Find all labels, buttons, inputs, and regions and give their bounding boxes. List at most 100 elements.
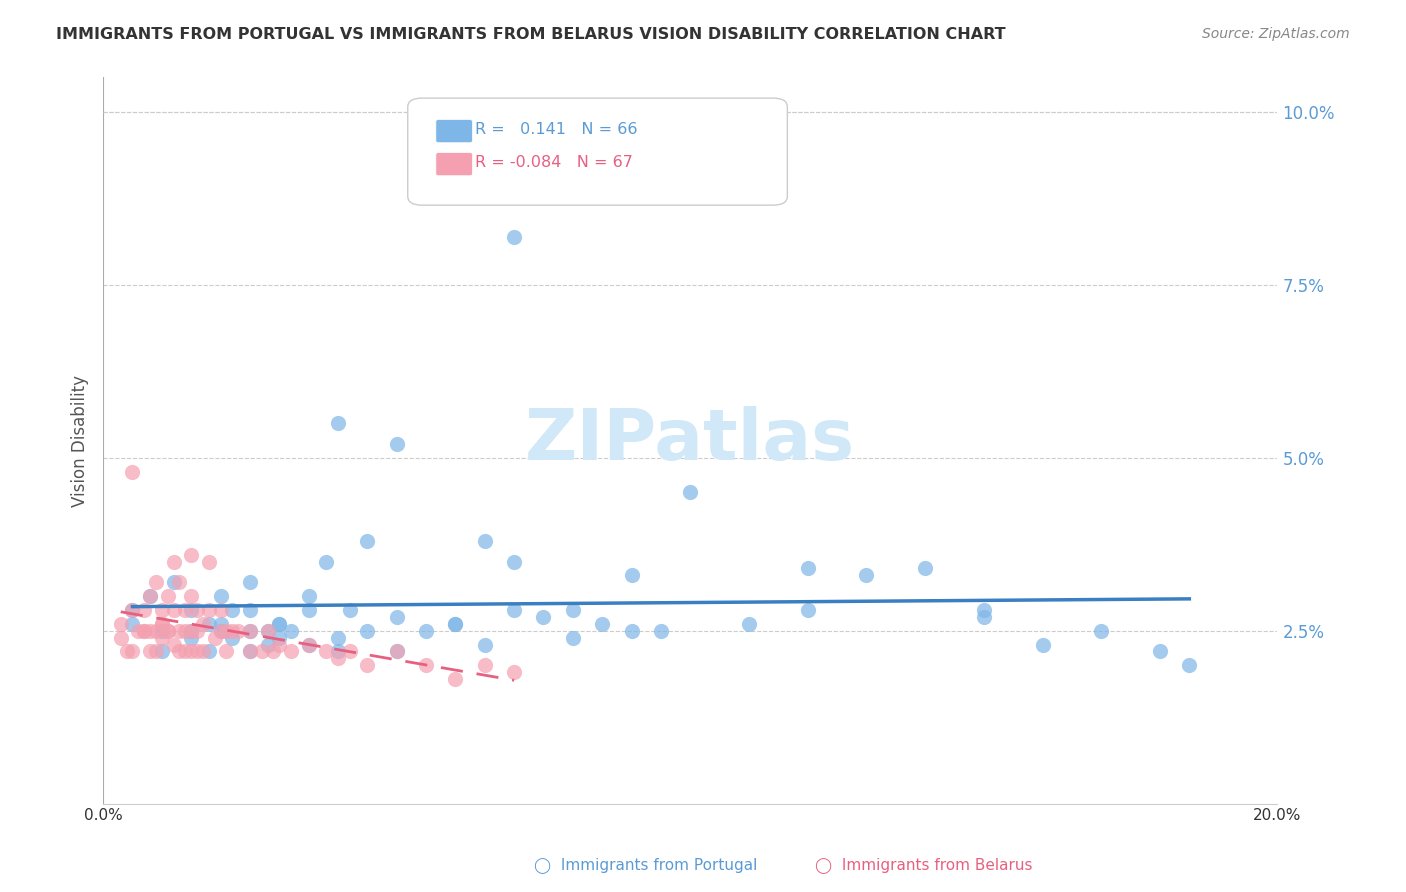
Point xyxy=(215,644,238,658)
Point xyxy=(250,644,273,658)
Point xyxy=(209,624,232,638)
Point xyxy=(914,561,936,575)
Point xyxy=(1149,644,1171,658)
Point xyxy=(209,624,232,638)
Point xyxy=(256,624,278,638)
Point xyxy=(561,603,583,617)
Point xyxy=(269,631,291,645)
Point xyxy=(121,644,143,658)
Point xyxy=(855,568,877,582)
Point xyxy=(139,589,162,603)
Point xyxy=(973,610,995,624)
Point xyxy=(298,589,321,603)
Point xyxy=(150,603,173,617)
Point xyxy=(198,555,221,569)
Point xyxy=(796,603,818,617)
Point xyxy=(209,603,232,617)
Point xyxy=(591,616,613,631)
Point xyxy=(474,658,496,673)
Point xyxy=(269,616,291,631)
Point xyxy=(298,603,321,617)
Point xyxy=(134,603,156,617)
Point xyxy=(385,644,408,658)
Point xyxy=(186,624,208,638)
Point xyxy=(269,638,291,652)
Point xyxy=(339,644,361,658)
Point xyxy=(169,624,191,638)
Point xyxy=(503,229,526,244)
Point xyxy=(262,644,284,658)
Point xyxy=(239,644,262,658)
Point xyxy=(162,555,184,569)
Point xyxy=(298,638,321,652)
Point xyxy=(110,616,132,631)
Point xyxy=(215,624,238,638)
Point xyxy=(326,651,349,665)
Point xyxy=(326,631,349,645)
Point xyxy=(180,624,202,638)
Point xyxy=(239,624,262,638)
Point xyxy=(174,624,197,638)
Point xyxy=(239,603,262,617)
Point xyxy=(110,631,132,645)
Point xyxy=(679,485,702,500)
Point xyxy=(180,603,202,617)
Point xyxy=(503,555,526,569)
Point xyxy=(150,616,173,631)
Point xyxy=(127,624,149,638)
Point xyxy=(134,624,156,638)
Point xyxy=(796,561,818,575)
Point xyxy=(256,638,278,652)
Text: ◯  Immigrants from Portugal: ◯ Immigrants from Portugal xyxy=(534,857,758,873)
Point xyxy=(209,589,232,603)
Point xyxy=(503,603,526,617)
Point xyxy=(1178,658,1201,673)
Point xyxy=(145,644,167,658)
Point xyxy=(356,658,378,673)
Point xyxy=(121,616,143,631)
Point xyxy=(356,624,378,638)
Point xyxy=(191,616,214,631)
Point xyxy=(239,644,262,658)
Point xyxy=(162,575,184,590)
Point xyxy=(191,644,214,658)
Point xyxy=(150,616,173,631)
Point xyxy=(269,616,291,631)
Point xyxy=(221,603,243,617)
Point xyxy=(650,624,672,638)
Point xyxy=(186,603,208,617)
Point xyxy=(180,644,202,658)
Point xyxy=(156,589,179,603)
Point xyxy=(315,555,337,569)
Point xyxy=(226,624,249,638)
Point xyxy=(180,589,202,603)
Point xyxy=(385,437,408,451)
Point xyxy=(150,624,173,638)
Point xyxy=(180,548,202,562)
Point xyxy=(444,672,467,686)
Point xyxy=(145,575,167,590)
Point xyxy=(115,644,138,658)
Point xyxy=(444,616,467,631)
Point xyxy=(973,603,995,617)
Point xyxy=(169,575,191,590)
Point xyxy=(444,616,467,631)
Text: ZIPatlas: ZIPatlas xyxy=(526,406,855,475)
Point xyxy=(239,575,262,590)
Point xyxy=(280,644,302,658)
Y-axis label: Vision Disability: Vision Disability xyxy=(72,375,89,507)
Point xyxy=(256,624,278,638)
Point xyxy=(186,644,208,658)
Point xyxy=(121,603,143,617)
Point xyxy=(326,644,349,658)
Point xyxy=(162,603,184,617)
Point xyxy=(326,416,349,430)
Point xyxy=(1031,638,1053,652)
Point xyxy=(280,624,302,638)
Text: IMMIGRANTS FROM PORTUGAL VS IMMIGRANTS FROM BELARUS VISION DISABILITY CORRELATIO: IMMIGRANTS FROM PORTUGAL VS IMMIGRANTS F… xyxy=(56,27,1005,42)
Point xyxy=(134,624,156,638)
Point xyxy=(174,603,197,617)
Point xyxy=(298,638,321,652)
Point xyxy=(139,589,162,603)
Point xyxy=(620,624,643,638)
